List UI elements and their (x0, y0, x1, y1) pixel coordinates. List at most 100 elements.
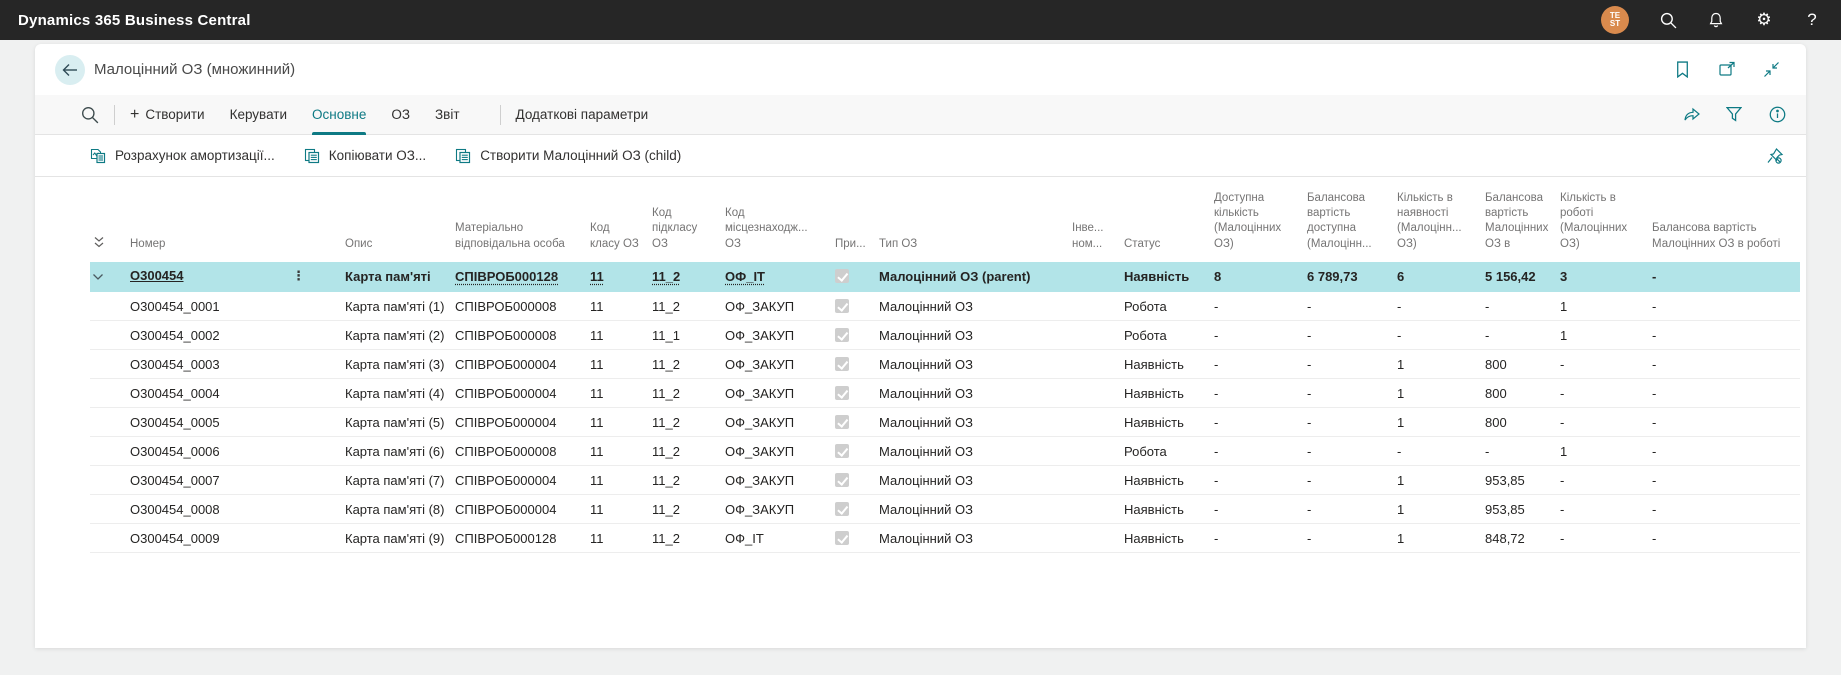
cell-acquired[interactable] (833, 261, 877, 293)
table-row[interactable]: О300454_0003 Карта пам'яті (3) СПІВРОБ0000… (90, 349, 1800, 380)
unpin-icon[interactable] (1766, 147, 1784, 165)
cell-location_code[interactable]: ОФ_ІТ (723, 261, 833, 293)
acquired-checkbox[interactable] (835, 299, 849, 314)
back-button[interactable] (55, 54, 85, 85)
table-row[interactable]: О300454_0004 Карта пам'яті (4) СПІВРОБ0000… (90, 378, 1800, 409)
share-icon[interactable] (1683, 106, 1700, 123)
user-avatar[interactable]: TE ST (1601, 6, 1629, 34)
cell-book_value_available: - (1305, 320, 1395, 351)
cell-class_code[interactable]: 11 (588, 261, 650, 293)
acquired-checkbox[interactable] (835, 357, 849, 372)
cell-status: Наявність (1122, 523, 1212, 554)
cell-subclass_code: 11_2 (650, 349, 723, 380)
cell-qty_in_work: - (1558, 465, 1650, 496)
column-header-status[interactable]: Статус (1124, 237, 1161, 250)
cell-acquired[interactable] (833, 407, 877, 438)
acquired-checkbox[interactable] (835, 328, 849, 343)
subclass_code-link[interactable]: 11_2 (652, 268, 681, 284)
table-row[interactable]: О300454 ⋮ Карта пам'яті СПІВРОБ000128 11 11_2… (90, 261, 1800, 293)
bookmark-icon[interactable] (1675, 61, 1692, 78)
column-header-book_value_available[interactable]: Балансова вартість доступна (Малоцінн... (1307, 192, 1372, 250)
action-bar: + Створити Керувати Основне ОЗ Звіт Дода… (35, 95, 1806, 135)
acquired-checkbox[interactable] (835, 386, 849, 401)
acquired-checkbox[interactable] (835, 444, 849, 459)
cell-qty_in_work: 1 (1558, 291, 1650, 322)
number-link[interactable]: О300454 (130, 268, 184, 284)
search-icon[interactable] (1659, 11, 1677, 29)
menu-manage[interactable]: Керувати (229, 107, 288, 122)
table-row[interactable]: О300454_0002 Карта пам'яті (2) СПІВРОБ0000… (90, 320, 1800, 351)
row-context-menu-icon[interactable]: ⋮ (292, 268, 305, 284)
settings-gear-icon[interactable]: ⚙ (1756, 10, 1772, 29)
column-header-fa_type[interactable]: Тип ОЗ (879, 237, 918, 250)
table-row[interactable]: О300454_0001 Карта пам'яті (1) СПІВРОБ0000… (90, 291, 1800, 322)
column-header-book_value_on_hand[interactable]: Балансова вартість Малоцінних ОЗ в (1485, 192, 1549, 250)
cell-acquired[interactable] (833, 465, 877, 496)
table-row[interactable]: О300454_0008 Карта пам'яті (8) СПІВРОБ0000… (90, 494, 1800, 525)
table-row[interactable]: О300454_0005 Карта пам'яті (5) СПІВРОБ0000… (90, 407, 1800, 438)
cell-acquired[interactable] (833, 523, 877, 554)
column-header-qty_in_work[interactable]: Кількість в роботі (Малоцінних ОЗ) (1560, 192, 1628, 250)
menu-main[interactable]: Основне (312, 95, 367, 135)
collapse-row-chevron-icon[interactable] (92, 269, 104, 284)
table-row[interactable]: О300454_0006 Карта пам'яті (6) СПІВРОБ0000… (90, 436, 1800, 467)
expand-all-icon[interactable] (90, 177, 128, 262)
responsible-link[interactable]: СПІВРОБ000128 (455, 268, 559, 284)
column-header-book_value_in_work[interactable]: Балансова вартість Малоцінних ОЗ в робот… (1652, 222, 1781, 250)
column-header-acquired[interactable]: При... (835, 237, 866, 250)
cell-acquired[interactable] (833, 494, 877, 525)
column-header-class_code[interactable]: Код класу ОЗ (590, 222, 639, 250)
acquired-checkbox[interactable] (835, 473, 849, 488)
cell-text: Карта пам'яті (3) (345, 356, 445, 372)
plus-icon: + (130, 105, 140, 123)
menu-fixed-asset[interactable]: ОЗ (391, 107, 411, 122)
cell-inventory_number (1070, 465, 1122, 496)
cell-text: 11_2 (652, 472, 680, 488)
menu-more-options[interactable]: Додаткові параметри (515, 107, 649, 122)
cell-responsible[interactable]: СПІВРОБ000128 (453, 261, 588, 293)
column-header-location_code[interactable]: Код місцезнаходж... ОЗ (725, 207, 808, 250)
cell-text: ОФ_ЗАКУП (725, 501, 795, 517)
acquired-checkbox[interactable] (835, 415, 849, 430)
cell-book_value_available: - (1305, 378, 1395, 409)
location_code-link[interactable]: ОФ_ІТ (725, 268, 765, 284)
help-icon[interactable]: ? (1807, 10, 1817, 29)
column-header-responsible[interactable]: Матеріально відповідальна особа (455, 222, 565, 250)
action-create-child[interactable]: Створити Малоцінний ОЗ (child) (455, 148, 681, 164)
cell-acquired[interactable] (833, 320, 877, 351)
menu-report[interactable]: Звіт (435, 107, 460, 122)
table-row[interactable]: О300454_0009 Карта пам'яті (9) СПІВРОБ0001… (90, 523, 1800, 554)
cell-acquired[interactable] (833, 349, 877, 380)
cell-acquired[interactable] (833, 378, 877, 409)
cell-description: Карта пам'яті (5) (343, 407, 453, 438)
action-depreciation-calc[interactable]: Розрахунок амортизації... (90, 148, 275, 164)
acquired-checkbox[interactable] (835, 269, 849, 284)
menu-create[interactable]: + Створити (130, 105, 205, 123)
avatar-initials-line2: ST (1609, 19, 1621, 28)
cell-subclass_code[interactable]: 11_2 (650, 261, 723, 293)
cell-acquired[interactable] (833, 291, 877, 322)
column-header-available_qty[interactable]: Доступна кількість (Малоцінних ОЗ) (1214, 192, 1282, 250)
table-row[interactable]: О300454_0007 Карта пам'яті (7) СПІВРОБ0000… (90, 465, 1800, 496)
column-header-subclass_code[interactable]: Код підкласу ОЗ (652, 207, 698, 250)
filter-icon[interactable] (1726, 106, 1743, 123)
cell-number: О300454_0008 (128, 494, 343, 525)
list-search-icon[interactable] (81, 106, 99, 124)
class_code-link[interactable]: 11 (590, 268, 604, 284)
acquired-checkbox[interactable] (835, 502, 849, 517)
acquired-checkbox[interactable] (835, 531, 849, 546)
column-header-inventory_number[interactable]: Інве... ном... (1072, 222, 1104, 250)
info-icon[interactable] (1769, 106, 1786, 123)
cell-expand[interactable] (90, 261, 128, 293)
cell-number[interactable]: О300454 ⋮ (128, 261, 343, 293)
notifications-bell-icon[interactable] (1707, 11, 1725, 29)
cell-book_value_in_work: - (1650, 349, 1800, 380)
column-header-qty_on_hand[interactable]: Кількість в наявності (Малоцінн... ОЗ) (1397, 192, 1462, 250)
column-header-number[interactable]: Номер (130, 237, 166, 250)
cell-acquired[interactable] (833, 436, 877, 467)
cell-text: - (1652, 414, 1657, 430)
collapse-icon[interactable] (1763, 61, 1780, 78)
column-header-description[interactable]: Опис (345, 237, 373, 250)
open-in-new-window-icon[interactable] (1719, 61, 1736, 78)
action-copy-fa[interactable]: Копіювати ОЗ... (304, 148, 426, 164)
